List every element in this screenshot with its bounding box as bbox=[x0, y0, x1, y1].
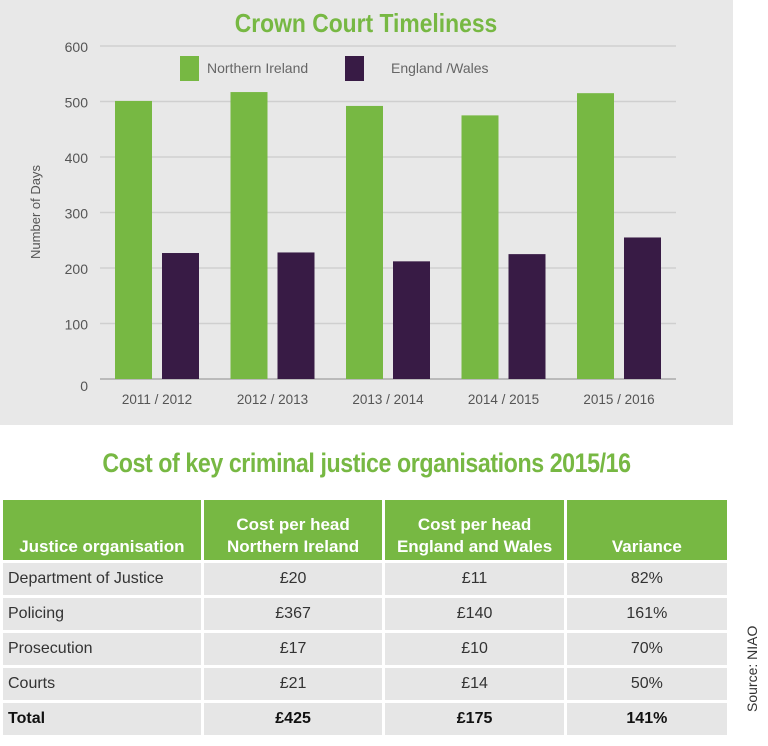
table-cell: 141% bbox=[566, 703, 727, 735]
column-header: Variance bbox=[566, 500, 727, 560]
table-cell: Policing bbox=[3, 598, 201, 630]
x-tick-label: 2011 / 2012 bbox=[122, 392, 192, 407]
bar-northern-ireland bbox=[577, 93, 614, 380]
x-tick-label: 2014 / 2015 bbox=[468, 392, 539, 407]
y-tick-label: 100 bbox=[65, 317, 89, 333]
y-tick-label: 300 bbox=[65, 206, 89, 222]
bar-england-wales bbox=[162, 253, 199, 379]
table-cell: 50% bbox=[566, 668, 727, 700]
y-tick-label: 0 bbox=[80, 378, 88, 394]
table-row: Department of Justice £20 £11 82% bbox=[3, 563, 727, 595]
table-cell: 70% bbox=[566, 633, 727, 665]
table-cell: Total bbox=[3, 703, 201, 735]
y-axis-label: Number of Days bbox=[28, 165, 43, 259]
table-cell: £20 bbox=[203, 563, 383, 595]
header-line: England and Wales bbox=[396, 537, 553, 556]
bar-northern-ireland bbox=[115, 100, 152, 379]
legend-swatch bbox=[345, 56, 364, 81]
table-cell: £175 bbox=[385, 703, 564, 735]
y-tick-label: 600 bbox=[65, 39, 89, 55]
bar-chart: Crown Court Timeliness 0 100 200 300 400 500 60… bbox=[0, 0, 733, 425]
chart-title: Crown Court Timeliness bbox=[235, 10, 498, 39]
table-cell: £425 bbox=[203, 703, 383, 735]
table-cell: 82% bbox=[566, 563, 727, 595]
cost-table: Justice organisation Cost per head Norther… bbox=[0, 497, 730, 738]
column-header: Cost per head Northern Ireland bbox=[203, 500, 383, 560]
header-line: Justice organisation bbox=[19, 537, 185, 556]
table-cell: 161% bbox=[566, 598, 727, 630]
table-title: Cost of key criminal justice organisatio… bbox=[102, 448, 631, 478]
column-header: Justice organisation bbox=[3, 500, 201, 560]
y-tick-label: 400 bbox=[65, 150, 89, 166]
table-cell: £367 bbox=[203, 598, 383, 630]
bar-england-wales bbox=[277, 252, 315, 379]
table-cell: £11 bbox=[385, 563, 564, 595]
table-row: Prosecution £17 £10 70% bbox=[3, 633, 727, 665]
y-tick-label: 200 bbox=[65, 261, 89, 277]
table-row: Courts £21 £14 50% bbox=[3, 668, 727, 700]
column-header: Cost per head England and Wales bbox=[385, 500, 564, 560]
table-cell: Department of Justice bbox=[3, 563, 201, 595]
header-line: Cost per head bbox=[236, 515, 350, 534]
legend-label: Northern Ireland bbox=[207, 60, 308, 76]
header-line: Variance bbox=[611, 537, 682, 556]
legend-label: England /Wales bbox=[391, 60, 489, 76]
bar-northern-ireland bbox=[346, 105, 383, 379]
y-tick-label: 500 bbox=[65, 95, 89, 111]
bar-northern-ireland bbox=[230, 92, 268, 379]
bar-england-wales bbox=[624, 237, 661, 379]
legend-swatch bbox=[180, 56, 199, 81]
table-row: Total £425 £175 141% bbox=[3, 703, 727, 735]
table-header-row: Justice organisation Cost per head Norther… bbox=[3, 500, 727, 560]
table-cell: £17 bbox=[203, 633, 383, 665]
bar-northern-ireland bbox=[461, 115, 499, 379]
header-line: Cost per head bbox=[417, 515, 532, 534]
bar-england-wales bbox=[393, 261, 430, 379]
table-cell: Courts bbox=[3, 668, 201, 700]
table-cell: £21 bbox=[203, 668, 383, 700]
chart-svg: Crown Court Timeliness 0 100 200 300 400 500 60… bbox=[28, 10, 676, 407]
source-note: Source: NIAO bbox=[744, 625, 760, 712]
x-tick-label: 2012 / 2013 bbox=[237, 392, 308, 407]
table-cell: £10 bbox=[385, 633, 564, 665]
table-row: Policing £367 £140 161% bbox=[3, 598, 727, 630]
table-cell: £140 bbox=[385, 598, 564, 630]
x-tick-label: 2015 / 2016 bbox=[583, 392, 654, 407]
x-tick-label: 2013 / 2014 bbox=[352, 392, 424, 407]
table-cell: Prosecution bbox=[3, 633, 201, 665]
table-cell: £14 bbox=[385, 668, 564, 700]
bar-england-wales bbox=[508, 254, 546, 379]
header-line: Northern Ireland bbox=[226, 537, 360, 556]
